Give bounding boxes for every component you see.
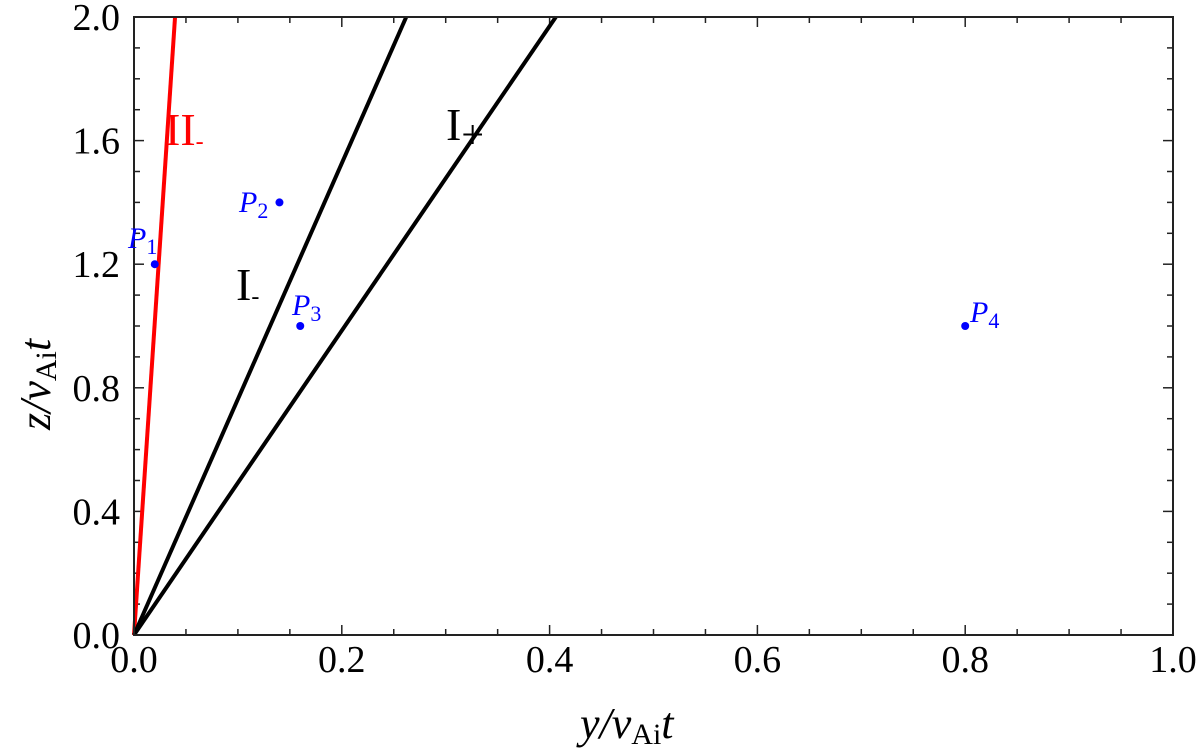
point-P4 [961,322,970,330]
data-points [150,198,970,330]
x-tick-label: 0.8 [941,639,989,681]
x-tick-label: 0.0 [110,639,158,681]
region-label-II-minus: II- [165,104,204,155]
x-tick-label: 0.4 [526,639,574,681]
y-tick-label: 2.0 [73,0,121,39]
y-axis-label: z/vAit [11,337,63,431]
point-label-P2: P2 [238,186,268,223]
axis-ticks [133,16,1174,636]
y-tick-label: 0.8 [73,368,121,410]
x-tick-label: 0.2 [318,639,366,681]
point-label-P4: P4 [969,296,999,333]
plot-frame [133,16,1174,636]
y-tick-label: 0.4 [73,491,121,533]
y-tick-label: 0.0 [73,615,121,657]
line-II- [132,16,178,636]
line-I+ [132,15,558,637]
y-tick-label: 1.6 [73,121,121,163]
tick-labels: 0.0 0.2 0.4 0.6 0.8 1.0 0.0 0.4 0.8 1.2 1.6 2.0 [73,0,1197,681]
data-lines [132,15,558,637]
point-P1 [150,260,159,269]
x-tick-label: 0.6 [734,639,782,681]
point-P3 [296,322,305,330]
region-label-I-plus: I+ [446,99,484,157]
point-label-P1: P1 [127,222,157,259]
point-P2 [275,198,284,207]
y-tick-label: 1.2 [73,244,121,286]
x-axis-label: y/vAit [576,699,675,751]
region-label-I-minus: I- [236,259,259,310]
line-I- [132,16,409,636]
x-tick-label: 1.0 [1149,639,1197,681]
point-label-P3: P3 [291,289,321,326]
